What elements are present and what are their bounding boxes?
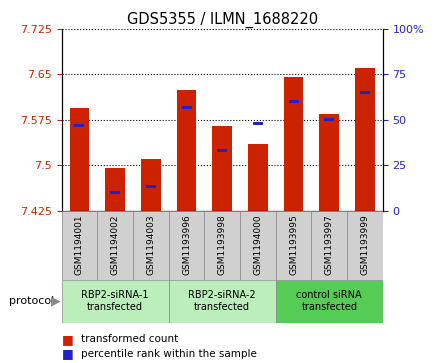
Bar: [284, 77, 304, 211]
Bar: [289, 100, 299, 103]
Bar: [70, 108, 89, 211]
Bar: [204, 211, 240, 280]
Text: ■: ■: [62, 347, 73, 360]
Bar: [62, 280, 169, 323]
Text: GSM1193997: GSM1193997: [325, 215, 334, 276]
Title: GDS5355 / ILMN_1688220: GDS5355 / ILMN_1688220: [127, 12, 318, 28]
Bar: [133, 211, 169, 280]
Bar: [74, 124, 84, 127]
Bar: [141, 159, 161, 211]
Text: transformed count: transformed count: [81, 334, 179, 344]
Text: RBP2-siRNA-1
transfected: RBP2-siRNA-1 transfected: [81, 290, 149, 313]
Bar: [213, 126, 232, 211]
Text: GSM1194002: GSM1194002: [110, 215, 120, 275]
Bar: [146, 185, 156, 188]
Text: percentile rank within the sample: percentile rank within the sample: [81, 349, 257, 359]
Bar: [110, 191, 120, 194]
Bar: [319, 114, 339, 211]
Bar: [360, 91, 370, 94]
Text: protocol: protocol: [9, 296, 54, 306]
Bar: [355, 68, 375, 211]
Bar: [253, 122, 263, 125]
Text: control siRNA
transfected: control siRNA transfected: [297, 290, 362, 313]
Text: GSM1193998: GSM1193998: [218, 215, 227, 276]
Text: GSM1193995: GSM1193995: [289, 215, 298, 276]
Bar: [177, 90, 196, 211]
Bar: [169, 280, 276, 323]
Bar: [276, 280, 383, 323]
Bar: [347, 211, 383, 280]
Bar: [248, 144, 268, 211]
Bar: [240, 211, 276, 280]
Text: ▶: ▶: [51, 295, 60, 308]
Text: GSM1194001: GSM1194001: [75, 215, 84, 276]
Text: ■: ■: [62, 333, 73, 346]
Text: GSM1194000: GSM1194000: [253, 215, 262, 276]
Bar: [312, 211, 347, 280]
Bar: [62, 211, 97, 280]
Bar: [97, 211, 133, 280]
Bar: [182, 106, 191, 109]
Text: RBP2-siRNA-2
transfected: RBP2-siRNA-2 transfected: [188, 290, 256, 313]
Bar: [169, 211, 204, 280]
Bar: [217, 149, 227, 152]
Text: GSM1193999: GSM1193999: [360, 215, 370, 276]
Text: GSM1194003: GSM1194003: [147, 215, 155, 276]
Bar: [105, 168, 125, 211]
Text: GSM1193996: GSM1193996: [182, 215, 191, 276]
Bar: [276, 211, 312, 280]
Bar: [324, 118, 334, 121]
